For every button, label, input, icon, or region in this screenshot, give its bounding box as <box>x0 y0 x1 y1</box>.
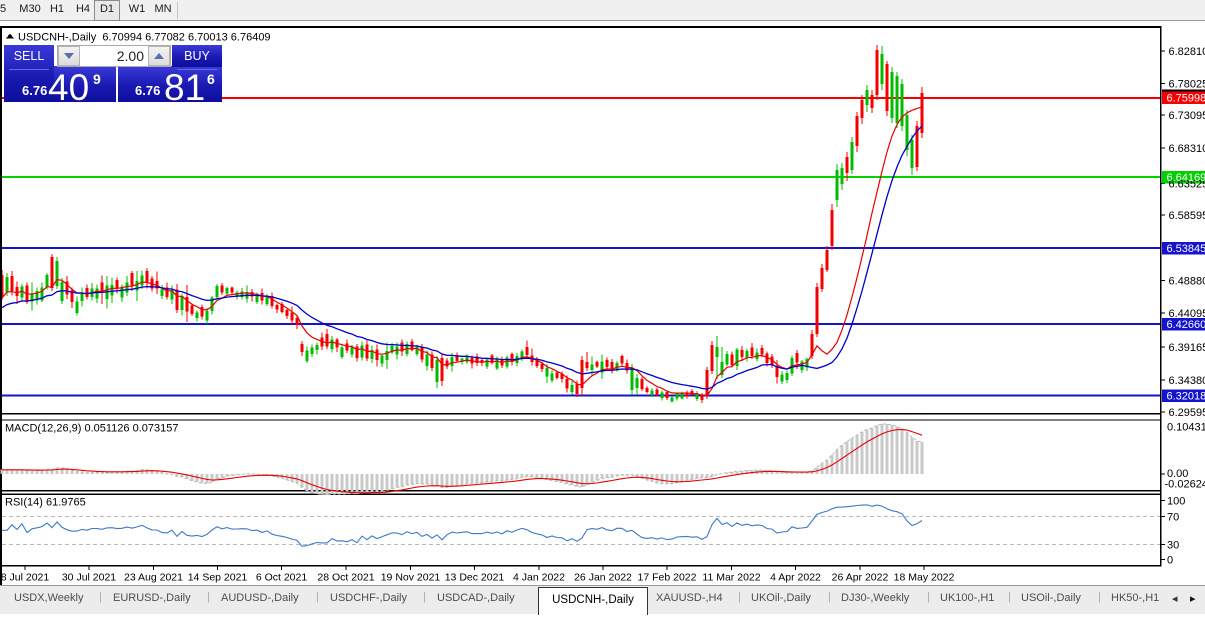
svg-text:6.44095: 6.44095 <box>1169 308 1205 320</box>
svg-text:30: 30 <box>1167 540 1179 552</box>
svg-text:23 Aug 2021: 23 Aug 2021 <box>124 572 183 584</box>
svg-text:28 Oct 2021: 28 Oct 2021 <box>317 572 374 584</box>
svg-text:4 Apr 2022: 4 Apr 2022 <box>770 572 821 584</box>
svg-text:6.78025: 6.78025 <box>1169 79 1205 91</box>
svg-text:6.29595: 6.29595 <box>1169 407 1205 419</box>
svg-text:30 Jul 2021: 30 Jul 2021 <box>62 572 116 584</box>
svg-text:6.39165: 6.39165 <box>1169 342 1205 354</box>
svg-text:8 Jul 2021: 8 Jul 2021 <box>1 572 50 584</box>
svg-text:6.73095: 6.73095 <box>1169 110 1205 122</box>
svg-text:6.48880: 6.48880 <box>1169 276 1205 288</box>
svg-text:6.68310: 6.68310 <box>1169 143 1205 155</box>
svg-text:-0.026249: -0.026249 <box>1165 479 1205 491</box>
svg-text:MACD(12,26,9) 0.051126 0.07315: MACD(12,26,9) 0.051126 0.073157 <box>5 423 178 435</box>
svg-text:6.34380: 6.34380 <box>1169 375 1205 387</box>
svg-text:6.64169: 6.64169 <box>1167 172 1205 184</box>
svg-text:26 Jan 2022: 26 Jan 2022 <box>574 572 632 584</box>
svg-text:6.75998: 6.75998 <box>1167 93 1205 105</box>
svg-text:0: 0 <box>1167 555 1173 567</box>
svg-text:4 Jan 2022: 4 Jan 2022 <box>513 572 565 584</box>
svg-text:26 Apr 2022: 26 Apr 2022 <box>832 572 889 584</box>
svg-text:11 Mar 2022: 11 Mar 2022 <box>702 572 760 584</box>
svg-text:18 May 2022: 18 May 2022 <box>894 572 955 584</box>
svg-text:6.32018: 6.32018 <box>1167 391 1205 403</box>
svg-text:0.104313: 0.104313 <box>1167 422 1205 434</box>
svg-text:17 Feb 2022: 17 Feb 2022 <box>638 572 697 584</box>
svg-text:100: 100 <box>1167 496 1185 508</box>
svg-text:13 Dec 2021: 13 Dec 2021 <box>445 572 505 584</box>
svg-text:6.82810: 6.82810 <box>1169 46 1205 58</box>
svg-text:RSI(14) 61.9765: RSI(14) 61.9765 <box>5 497 86 509</box>
svg-text:70: 70 <box>1167 512 1179 524</box>
svg-text:6.58595: 6.58595 <box>1169 210 1205 222</box>
svg-text:6 Oct 2021: 6 Oct 2021 <box>256 572 308 584</box>
svg-text:19 Nov 2021: 19 Nov 2021 <box>381 572 441 584</box>
svg-text:14 Sep 2021: 14 Sep 2021 <box>188 572 248 584</box>
svg-text:USDCNH-,Daily 6.70994 6.77082: USDCNH-,Daily 6.70994 6.77082 6.70013 6.… <box>18 32 271 44</box>
svg-text:6.42660: 6.42660 <box>1167 319 1205 331</box>
svg-text:6.53845: 6.53845 <box>1167 243 1205 255</box>
